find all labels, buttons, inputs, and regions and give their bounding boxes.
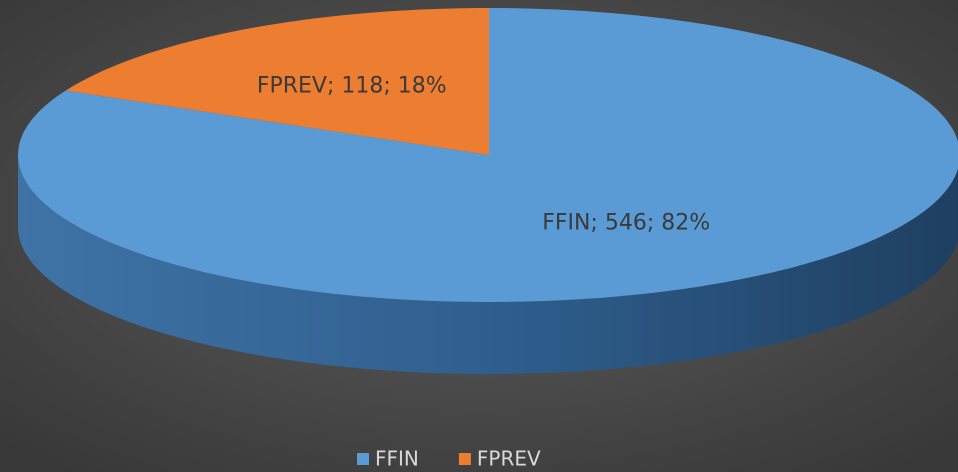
data-label: FFIN; 546; 82%	[542, 211, 710, 236]
legend-label: FFIN	[375, 447, 419, 471]
data-label: FPREV; 118; 18%	[257, 73, 447, 98]
legend-swatch	[357, 453, 369, 465]
legend-label: FPREV	[477, 447, 541, 471]
pie-slice	[65, 8, 490, 155]
pie-slice	[18, 8, 958, 302]
pie	[18, 8, 958, 374]
legend-swatch	[458, 453, 471, 465]
pie-side	[18, 155, 958, 374]
legend: FFIN FPREV	[357, 447, 541, 471]
data-labels: FFIN; 546; 82% FPREV; 118; 18%	[257, 73, 710, 235]
